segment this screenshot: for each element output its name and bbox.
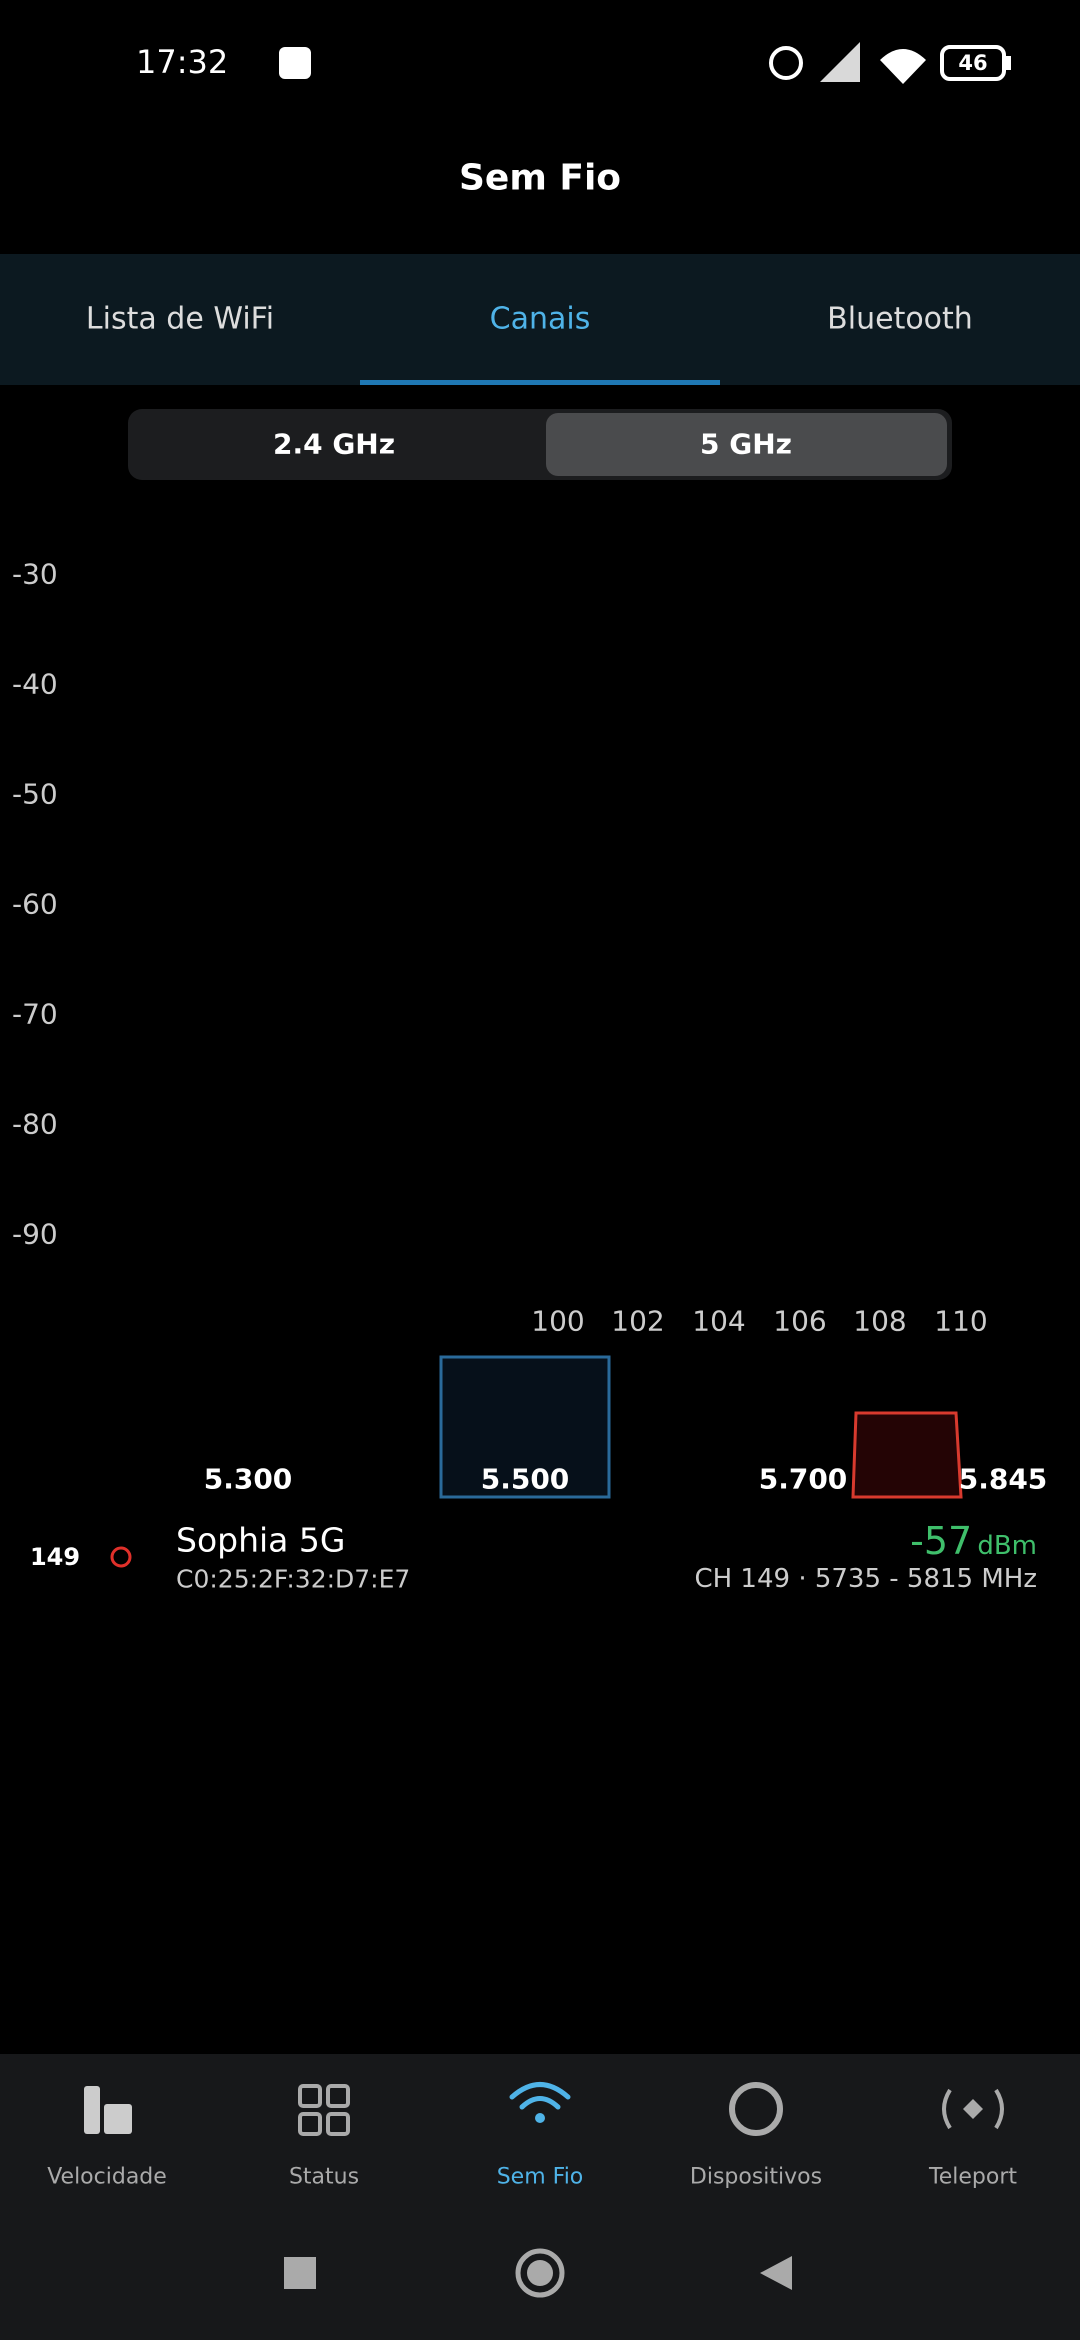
nav-label[interactable]: Dispositivos	[689, 2164, 823, 2190]
channel-label: 106	[773, 1304, 827, 1338]
y-label: -90	[12, 1217, 58, 1251]
battery-level: 46	[958, 51, 988, 75]
channel-label: 102	[611, 1304, 665, 1338]
page-title: Sem Fio	[458, 157, 622, 199]
network-signal: -57 dBm	[910, 1519, 1037, 1563]
network-detail: CH 149 · 5735 - 5815 MHz	[694, 1564, 1037, 1594]
nav-label-active[interactable]: Sem Fio	[496, 2164, 584, 2190]
tab[interactable]: Lista de WiFi	[85, 301, 275, 337]
y-label: -80	[12, 1107, 58, 1141]
freq-label: 5.300	[203, 1462, 293, 1496]
signal-unit: dBm	[977, 1531, 1037, 1561]
freq-label: 5.700	[758, 1462, 848, 1496]
band-option[interactable]: 2.4 GHz	[272, 427, 396, 461]
tab-active[interactable]: Canais	[489, 301, 591, 337]
channel-label: 100	[531, 1304, 585, 1338]
tab[interactable]: Bluetooth	[827, 301, 973, 337]
signal-value: -57	[910, 1519, 973, 1563]
freq-label: 5.500	[480, 1462, 570, 1496]
nav-label[interactable]: Teleport	[929, 2164, 1017, 2190]
band-option-active[interactable]: 5 GHz	[700, 427, 792, 461]
y-label: -30	[12, 557, 58, 591]
channel-label: 110	[934, 1304, 988, 1338]
y-label: -70	[12, 997, 58, 1031]
nav-label[interactable]: Status	[288, 2164, 360, 2190]
channel-label: 104	[692, 1304, 746, 1338]
network-ssid[interactable]: Sophia 5G	[176, 1520, 346, 1560]
network-channel: 149	[29, 1543, 81, 1571]
network-mac: C0:25:2F:32:D7:E7	[176, 1564, 411, 1594]
nav-label[interactable]: Velocidade	[47, 2164, 167, 2190]
status-time: 17:32	[136, 43, 229, 81]
channel-label: 108	[853, 1304, 907, 1338]
freq-label: 5.845	[958, 1462, 1048, 1496]
y-label: -60	[12, 887, 58, 921]
y-label: -40	[12, 667, 58, 701]
y-label: -50	[12, 777, 58, 811]
